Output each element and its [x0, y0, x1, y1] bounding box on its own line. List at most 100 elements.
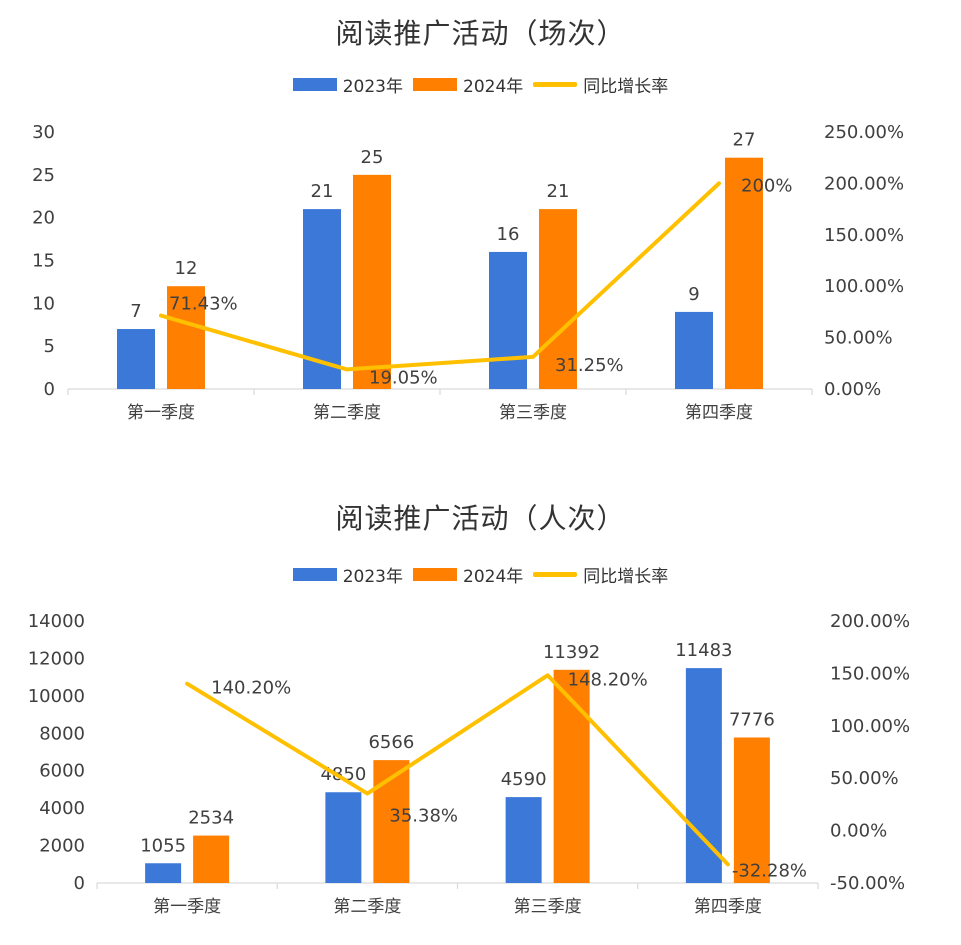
legend-item-2023: 2023年: [292, 72, 403, 97]
bar-data-label: 27: [733, 130, 756, 151]
y-tick-label-left: 0: [44, 379, 55, 400]
chart-title: 阅读推广活动（人次）: [335, 502, 626, 535]
bar-data-label: 11392: [543, 642, 600, 663]
line-growth-rate: [159, 181, 721, 372]
legend-label-growth: 同比增长率: [583, 567, 669, 587]
bar-2023年: [145, 863, 182, 883]
bar-2024年: [167, 286, 205, 389]
chart-title: 阅读推广活动（场次）: [335, 17, 626, 50]
line-data-label: 71.43%: [169, 294, 238, 315]
line-data-label: 148.20%: [568, 669, 648, 690]
y-tick-label-left: 20: [32, 208, 55, 229]
y-tick-label-left: 25: [32, 165, 55, 186]
legend-swatch-growth: [533, 572, 578, 577]
bar-2024年: [733, 737, 770, 883]
bar-data-label: 4850: [320, 764, 366, 785]
y-tick-label-right: 200.00%: [830, 611, 910, 632]
bar-2023年: [685, 668, 722, 883]
legend-swatch-2024: [413, 568, 457, 581]
y-tick-label-right: 100.00%: [830, 716, 910, 737]
y-tick-label-right: 50.00%: [824, 328, 893, 349]
y-tick-label-left: 5: [44, 336, 55, 357]
legend-item-2024: 2024年: [413, 72, 523, 97]
bar-data-label: 6566: [368, 732, 414, 753]
line-data-label: 140.20%: [211, 678, 291, 699]
bar-data-label: 12: [175, 258, 198, 279]
y-tick-label-right: 150.00%: [830, 663, 910, 684]
x-tick-label: 第二季度: [313, 403, 381, 423]
legend-label-2023: 2023年: [342, 567, 403, 587]
bar-data-label: 21: [547, 181, 570, 202]
y-tick-label-left: 15: [32, 251, 55, 272]
x-tick-label: 第四季度: [685, 403, 753, 423]
legend-swatch-2023: [292, 78, 337, 91]
y-tick-label-left: 10: [32, 293, 55, 314]
legend-swatch-growth: [533, 82, 578, 87]
legend-swatch-2024: [413, 78, 457, 91]
bar-2023年: [675, 311, 713, 389]
x-tick-label: 第三季度: [514, 897, 582, 917]
bar-data-label: 11483: [675, 640, 732, 661]
legend-label-2024: 2024年: [463, 77, 524, 97]
chart-plot-visitors: 0 2000 4000 6000 8000 10000 12000 14000 -50.00% 0…: [28, 611, 910, 917]
y-tick-label-left: 2000: [39, 836, 85, 857]
legend-label-growth: 同比增长率: [583, 77, 669, 97]
legend-item-growth: 同比增长率: [533, 72, 668, 97]
chart-panel-visitors: 阅读推广活动（人次） 2023年 2024年 同比增长率 0 2000 4000 60…: [0, 480, 961, 945]
chart-legend: 2023年 2024年 同比增长率: [0, 72, 961, 97]
y-tick-label-right: 150.00%: [824, 225, 904, 246]
legend-item-2024: 2024年: [413, 562, 523, 587]
bar-2023年: [489, 251, 527, 389]
y-tick-label-right: 0.00%: [824, 379, 881, 400]
bar-data-label: 7776: [729, 709, 775, 730]
bar-data-label: 21: [311, 181, 334, 202]
x-tick-label: 第三季度: [499, 403, 567, 423]
bar-2023年: [325, 792, 362, 883]
y-tick-label-right: -50.00%: [830, 873, 905, 894]
line-data-label: -32.28%: [732, 860, 807, 881]
bar-2023年: [505, 797, 542, 883]
line-data-label: 200%: [741, 175, 792, 196]
bar-data-label: 1055: [140, 835, 186, 856]
bar-data-label: 2534: [188, 808, 234, 829]
x-tick-label: 第四季度: [694, 897, 762, 917]
y-tick-label-right: 200.00%: [824, 173, 904, 194]
bar-data-label: 9: [688, 284, 699, 305]
y-tick-label-left: 14000: [28, 611, 85, 632]
y-tick-label-left: 30: [32, 122, 55, 143]
bar-data-label: 4590: [501, 769, 547, 790]
line-data-label: 31.25%: [555, 355, 624, 376]
chart-legend: 2023年 2024年 同比增长率: [0, 562, 961, 587]
bar-2024年: [553, 669, 590, 883]
bar-2024年: [539, 209, 577, 389]
y-tick-label-left: 4000: [39, 798, 85, 819]
y-tick-label-left: 10000: [28, 686, 85, 707]
bar-data-label: 25: [361, 147, 384, 168]
y-tick-label-right: 100.00%: [824, 276, 904, 297]
line-data-label: 19.05%: [369, 367, 438, 388]
x-tick-label: 第一季度: [153, 897, 221, 917]
y-tick-label-left: 12000: [28, 648, 85, 669]
bar-data-label: 7: [130, 301, 141, 322]
y-tick-label-right: 50.00%: [830, 768, 899, 789]
bar-data-label: 16: [497, 224, 520, 245]
legend-item-2023: 2023年: [292, 562, 403, 587]
chart-panel-sessions: 阅读推广活动（场次） 2023年 2024年 同比增长率 0 5 10 15 20 25 3…: [0, 0, 961, 470]
x-tick-label: 第一季度: [127, 403, 195, 423]
bar-2024年: [725, 157, 763, 389]
legend-label-2024: 2024年: [463, 567, 524, 587]
legend-label-2023: 2023年: [342, 77, 403, 97]
line-growth-rate: [185, 673, 730, 867]
chart-plot-sessions: 0 5 10 15 20 25 30 0.00% 50.00% 100.00% 150.00% 200…: [32, 122, 904, 423]
bar-2024年: [353, 174, 391, 389]
line-data-label: 35.38%: [389, 806, 458, 827]
legend-item-growth: 同比增长率: [533, 562, 668, 587]
bar-2024年: [373, 760, 410, 883]
y-tick-label-left: 8000: [39, 723, 85, 744]
y-tick-label-right: 0.00%: [830, 821, 887, 842]
y-tick-label-left: 0: [74, 873, 85, 894]
y-tick-label-right: 250.00%: [824, 122, 904, 143]
legend-swatch-2023: [292, 568, 337, 581]
bar-2023年: [117, 329, 155, 389]
x-tick-label: 第二季度: [333, 897, 401, 917]
